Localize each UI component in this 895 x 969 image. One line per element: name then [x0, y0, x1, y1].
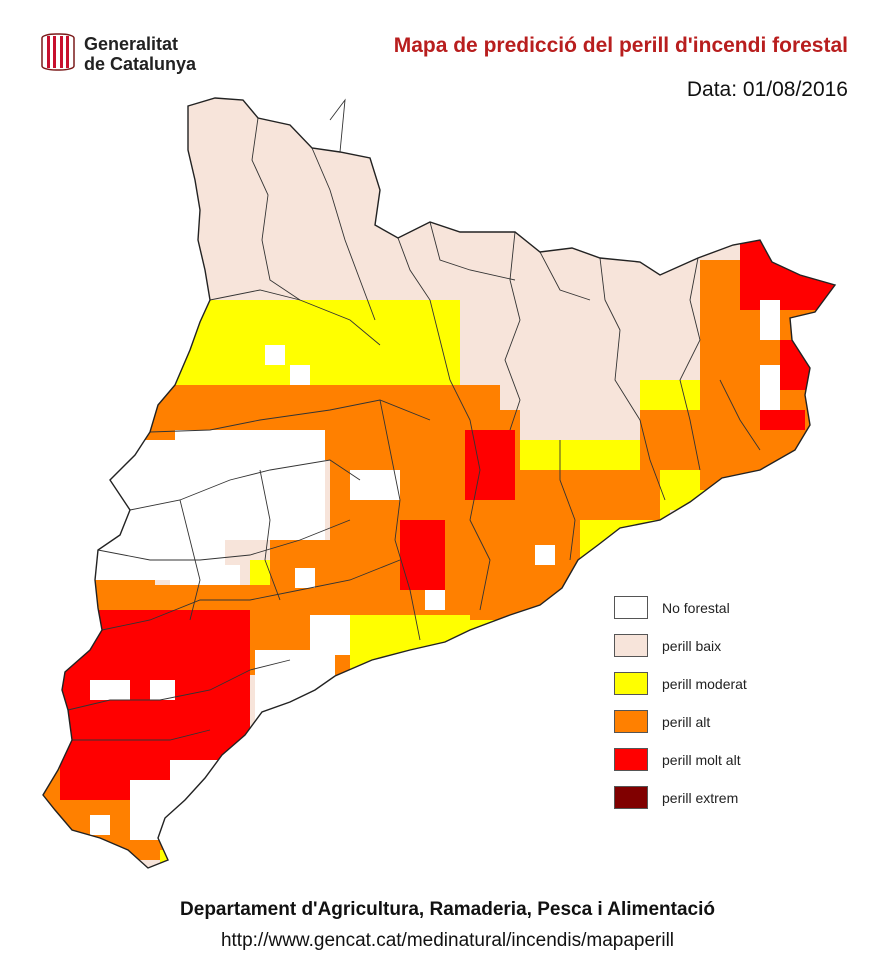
risk-zone-no-forestal [90, 680, 130, 700]
risk-zone-no-forestal [150, 680, 175, 700]
legend-swatch [614, 596, 648, 619]
institution-line-1: Generalitat [84, 34, 179, 54]
comarca-border [397, 237, 451, 381]
risk-zone-no-forestal [760, 300, 780, 340]
comarca-border [101, 559, 401, 631]
comarca-border [379, 399, 421, 641]
legend-swatch [614, 748, 648, 771]
legend-item-perill-alt: perill alt [614, 710, 747, 733]
risk-zone-no-forestal [90, 815, 110, 835]
comarca-border [429, 221, 516, 281]
risk-zone-moderat [200, 800, 220, 820]
map-legend: No forestal perill baix perill moderat p… [614, 596, 747, 824]
legend-swatch [614, 710, 648, 733]
institution-name: Generalitat de Catalunya [84, 34, 196, 74]
risk-zone-no-forestal [535, 545, 555, 565]
comarca-border [129, 459, 361, 511]
comarca-border [504, 231, 521, 431]
risk-zone-molt-alt [760, 410, 805, 430]
legend-label: perill alt [662, 713, 711, 730]
comarca-border [179, 499, 201, 621]
risk-zone-molt-alt [780, 340, 810, 390]
comarca-border [329, 98, 346, 153]
comarca-border [639, 419, 666, 501]
risk-zone-no-forestal [295, 568, 315, 588]
legend-label: perill extrem [662, 789, 739, 806]
comarca-border [719, 379, 761, 451]
risk-zone-no-forestal [310, 615, 350, 655]
comarca-border [311, 147, 376, 321]
map-title: Mapa de predicció del perill d'incendi f… [393, 34, 848, 57]
institution-line-2: de Catalunya [84, 54, 197, 74]
legend-item-no-forestal: No forestal [614, 596, 747, 619]
risk-zone-no-forestal [220, 565, 240, 585]
legend-swatch [614, 786, 648, 809]
senyera-emblem-icon [41, 33, 75, 71]
risk-zone-no-forestal [265, 430, 315, 460]
map-date: Data: 01/08/2016 [686, 78, 848, 101]
comarca-border [209, 289, 381, 346]
risk-zone-no-forestal [290, 365, 310, 385]
source-url: http://www.gencat.cat/medinatural/incend… [220, 930, 675, 951]
legend-label: perill molt alt [662, 751, 741, 768]
legend-item-perill-extrem: perill extrem [614, 786, 747, 809]
department-name: Departament d'Agricultura, Ramaderia, Pe… [180, 899, 715, 920]
comarca-border [449, 379, 491, 611]
legend-label: perill baix [662, 637, 722, 654]
risk-zone-alt [600, 470, 645, 500]
comarca-border [599, 257, 641, 421]
risk-zone-no-forestal [265, 345, 285, 365]
legend-label: No forestal [662, 599, 730, 616]
legend-item-perill-baix: perill baix [614, 634, 747, 657]
comarca-border [72, 729, 211, 741]
risk-zone-molt-alt [740, 240, 835, 310]
risk-zone-molt-alt [100, 610, 200, 670]
generalitat-logo: Generalitat de Catalunya [40, 32, 196, 74]
comarca-border [259, 469, 281, 601]
comarca-border [149, 399, 431, 433]
risk-zone-no-forestal [350, 470, 400, 500]
legend-swatch [614, 634, 648, 657]
comarca-border [67, 659, 291, 711]
comarca-border [679, 257, 701, 471]
comarca-border [97, 519, 351, 561]
risk-zone-molt-alt [465, 430, 515, 500]
risk-zone-no-forestal [170, 540, 225, 585]
legend-swatch [614, 672, 648, 695]
legend-label: perill moderat [662, 675, 747, 692]
risk-zone-no-forestal [425, 590, 445, 610]
risk-zone-moderat [160, 850, 180, 868]
risk-zone-molt-alt [400, 520, 445, 590]
comarca-border [251, 117, 301, 301]
comarca-border [559, 440, 576, 561]
legend-item-perill-molt-alt: perill molt alt [614, 748, 747, 771]
risk-zone-no-forestal [95, 440, 175, 580]
risk-zone-no-forestal [130, 780, 175, 840]
legend-item-perill-moderat: perill moderat [614, 672, 747, 695]
risk-zone-no-forestal [760, 365, 780, 410]
comarca-border [539, 251, 591, 301]
